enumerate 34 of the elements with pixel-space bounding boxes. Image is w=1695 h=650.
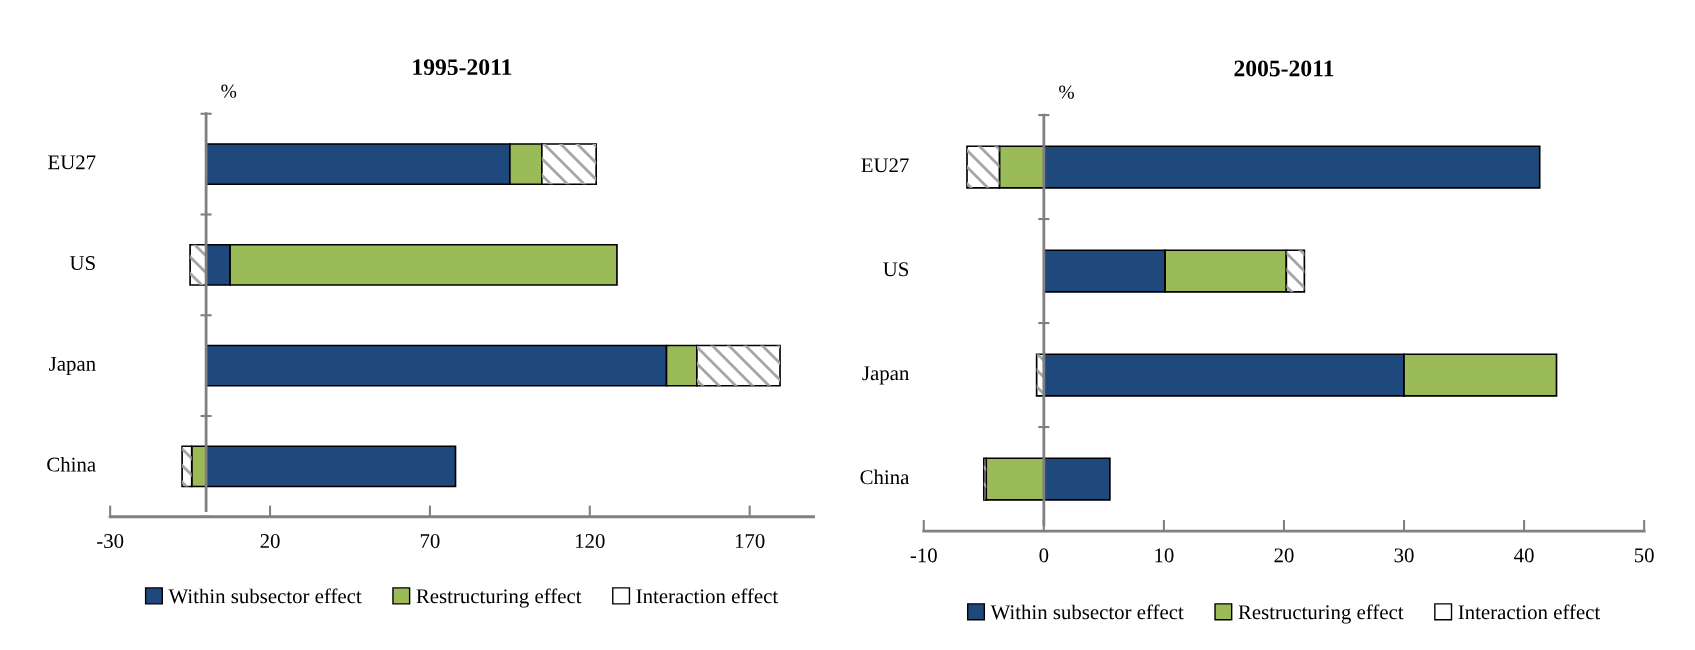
x-tick-label: 20 xyxy=(1274,548,1294,563)
y-tick-label: US xyxy=(883,262,909,277)
x-tick-label: -30 xyxy=(97,534,124,549)
y-tick-label: EU27 xyxy=(861,158,909,173)
y-tick-label: EU27 xyxy=(48,155,96,170)
x-tick-label: 10 xyxy=(1155,548,1174,563)
x-tick-label: 40 xyxy=(1514,548,1534,563)
x-tick-label: 70 xyxy=(420,534,440,549)
x-tick-label: -10 xyxy=(910,548,937,563)
y-tick-label: China xyxy=(860,469,910,485)
legend-label: Within subsector effect xyxy=(990,604,1184,620)
chart-title: 2005-2011 xyxy=(1234,60,1334,77)
legend-label: Restructuring effect xyxy=(1238,604,1404,624)
bar xyxy=(985,457,1045,501)
x-tick-label: 0 xyxy=(1039,548,1049,563)
x-tick-label: 170 xyxy=(735,534,765,549)
y-tick-label: US xyxy=(69,256,95,271)
legend-label: Restructuring effect xyxy=(416,588,582,608)
bar xyxy=(205,445,457,488)
legend-label: Within subsector effect xyxy=(168,588,362,604)
y-tick-label: Japan xyxy=(862,366,910,385)
x-tick-label: 120 xyxy=(575,534,605,549)
y-tick-label: Japan xyxy=(49,356,96,376)
x-tick-label: 20 xyxy=(260,534,280,549)
chart-title: 1995-2011 xyxy=(413,59,512,76)
bar xyxy=(1043,457,1111,501)
y-tick-label: China xyxy=(47,456,96,472)
x-axis-title: % xyxy=(221,84,237,98)
x-tick-label: 50 xyxy=(1634,548,1654,563)
legend-label: Interaction effect xyxy=(636,588,779,604)
x-axis-title: % xyxy=(1059,85,1074,99)
bar xyxy=(1043,145,1541,189)
legend-label: Interaction effect xyxy=(1458,604,1601,620)
x-tick-label: 30 xyxy=(1394,548,1414,563)
